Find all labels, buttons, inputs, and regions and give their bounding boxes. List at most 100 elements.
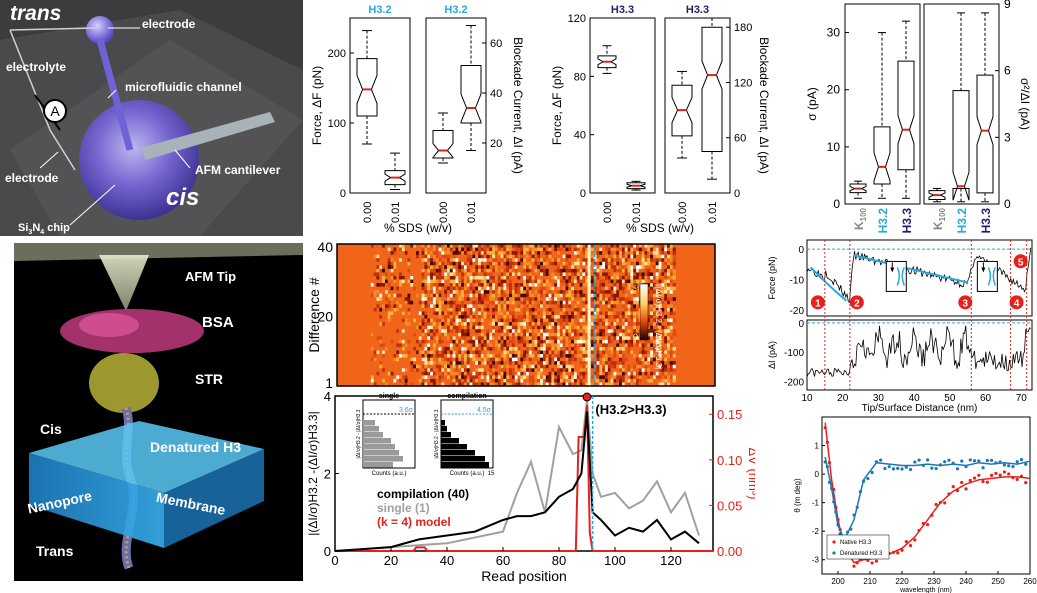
- heatmap-cell: [641, 382, 645, 387]
- heatmap-cell: [602, 315, 606, 319]
- heatmap-cell: [571, 346, 575, 351]
- heatmap-cell: [472, 322, 476, 327]
- heatmap-cell: [526, 244, 530, 248]
- heatmap-cell: [528, 378, 533, 383]
- heatmap-cell: [523, 336, 527, 341]
- heatmap-cell: [562, 315, 566, 319]
- y-tick-label: 2: [324, 467, 331, 482]
- heatmap-cell: [557, 258, 561, 263]
- heatmap-cell: [390, 346, 394, 351]
- heatmap-cell: [483, 272, 487, 277]
- heatmap-cell: [542, 275, 547, 280]
- heatmap-cell: [568, 361, 572, 366]
- heatmap-cell: [449, 378, 454, 383]
- heatmap-cell: [478, 361, 482, 366]
- heatmap-cell: [534, 311, 538, 316]
- cd-data-point: [934, 466, 938, 471]
- heatmap-cell: [427, 268, 431, 273]
- cd-data-point: [852, 513, 856, 517]
- heatmap-cell: [616, 261, 620, 266]
- heatmap-cell: [492, 268, 496, 273]
- heatmap-cell: [455, 290, 459, 295]
- heatmap-cell: [503, 297, 507, 302]
- heatmap-cell: [509, 283, 513, 287]
- heatmap-cell: [483, 350, 487, 355]
- heatmap-cell: [650, 332, 654, 337]
- heatmap-cell: [449, 357, 454, 362]
- heatmap-cell: [554, 265, 558, 270]
- heatmap-cell: [427, 307, 431, 312]
- heatmap-cell: [545, 346, 549, 351]
- heatmap-cell: [497, 332, 502, 337]
- inset-title: single: [379, 393, 399, 400]
- heatmap-cell: [399, 357, 403, 362]
- heatmap-cell: [421, 311, 425, 316]
- heatmap-cell: [523, 272, 527, 277]
- cd-data-point: [1007, 472, 1011, 476]
- heatmap-cell: [534, 339, 538, 344]
- heatmap-cell: [514, 315, 518, 319]
- heatmap-cell: [568, 364, 572, 369]
- heatmap-cell: [613, 318, 617, 323]
- heatmap-cell: [568, 318, 572, 323]
- heatmap-cell: [511, 346, 516, 351]
- heatmap-cell: [413, 254, 417, 259]
- heatmap-cell: [602, 368, 606, 373]
- heatmap-cell: [604, 304, 609, 309]
- heatmap-cell: [478, 315, 482, 319]
- heatmap-cell: [607, 258, 612, 263]
- heatmap-cell: [616, 311, 620, 316]
- heatmap-cell: [421, 254, 425, 259]
- heatmap-cell: [387, 343, 391, 348]
- heatmap-cell: [545, 290, 549, 295]
- cd-data-point: [990, 473, 994, 477]
- cd-data-point: [870, 470, 874, 475]
- heatmap-cell: [478, 247, 482, 252]
- heatmap-cell: [661, 354, 665, 358]
- heatmap-cell: [664, 265, 668, 270]
- heatmap-cell: [548, 343, 552, 348]
- heatmap-cell: [390, 279, 394, 284]
- heatmap-cell: [585, 364, 589, 369]
- cd-data-point: [838, 532, 842, 536]
- right-tick-label: 20: [490, 138, 502, 150]
- heatmap-cell: [565, 272, 569, 277]
- heatmap-cell: [458, 283, 462, 287]
- heatmap-cell: [557, 251, 561, 256]
- heatmap-cell: [492, 382, 496, 387]
- heatmap-cell: [503, 268, 507, 273]
- heatmap-cell: [376, 293, 380, 298]
- heatmap-cell: [537, 251, 541, 256]
- heatmap-cell: [432, 258, 437, 263]
- heatmap-cell: [559, 275, 564, 280]
- heatmap-cell: [624, 357, 628, 362]
- heatmap-cell: [604, 357, 609, 362]
- heatmap-cell: [475, 332, 479, 337]
- heatmap-cell: [514, 283, 518, 287]
- heatmap-cell: [503, 251, 507, 256]
- heatmap-cell: [393, 265, 397, 270]
- heatmap-cell: [480, 350, 485, 355]
- heatmap-cell: [382, 343, 386, 348]
- heatmap-cell: [427, 368, 431, 373]
- heatmap-cell: [669, 311, 674, 316]
- heatmap-cell: [528, 286, 533, 291]
- heatmap-cell: [610, 300, 614, 305]
- heatmap-cell: [647, 346, 651, 351]
- heatmap-cell: [438, 304, 442, 309]
- heatmap-cell: [503, 364, 507, 369]
- heatmap-cell: [526, 311, 530, 316]
- heatmap-cell: [565, 293, 569, 298]
- heatmap-cell: [472, 329, 476, 334]
- heatmap-cell: [384, 304, 389, 309]
- heatmap-cell: [432, 290, 437, 295]
- heatmap-cell: [393, 293, 397, 298]
- heatmap-cell: [478, 279, 482, 284]
- heatmap-cell: [590, 311, 595, 316]
- heatmap-cell: [540, 272, 544, 277]
- cd-data-point: [823, 426, 827, 430]
- heatmap-cell: [557, 364, 561, 369]
- heatmap-cell: [619, 286, 623, 291]
- heatmap-cell: [478, 343, 482, 348]
- heatmap-cell: [610, 279, 614, 284]
